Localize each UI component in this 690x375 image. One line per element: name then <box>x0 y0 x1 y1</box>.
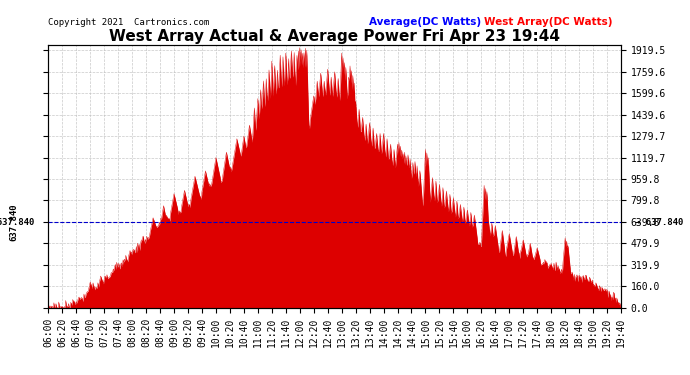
Text: Copyright 2021  Cartronics.com: Copyright 2021 Cartronics.com <box>48 18 210 27</box>
Text: ← 637.840: ← 637.840 <box>0 217 34 226</box>
Text: → 637.840: → 637.840 <box>635 217 684 226</box>
Title: West Array Actual & Average Power Fri Apr 23 19:44: West Array Actual & Average Power Fri Ap… <box>109 29 560 44</box>
Text: Average(DC Watts): Average(DC Watts) <box>369 16 481 27</box>
Text: 637.840: 637.840 <box>10 203 19 241</box>
Text: West Array(DC Watts): West Array(DC Watts) <box>484 16 612 27</box>
